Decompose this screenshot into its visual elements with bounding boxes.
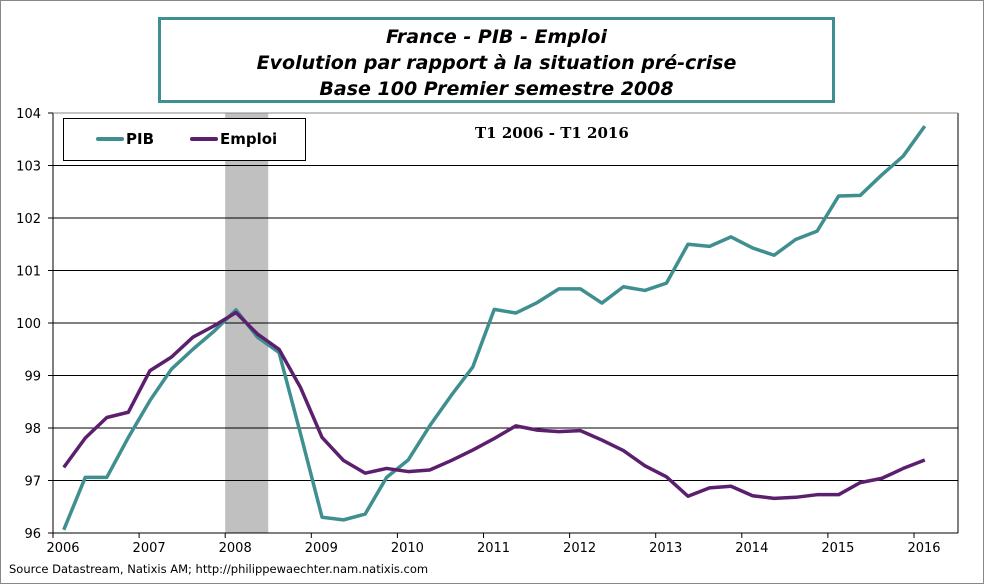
x-tick-label: 2015 [821,541,854,556]
y-tick-label: 97 [24,475,41,490]
y-tick-label: 96 [24,527,41,542]
x-tick-label: 2016 [907,541,940,556]
x-tick-label: 2007 [133,541,166,556]
x-tick-label: 2009 [305,541,338,556]
y-tick-label: 104 [16,107,41,122]
x-tick-label: 2013 [649,541,682,556]
legend-label-pib: PIB [126,130,155,148]
legend: PIB Emploi [63,118,306,161]
legend-item-pib: PIB [96,130,154,148]
legend-swatch-pib [96,137,124,141]
title-line-2: Evolution par rapport à la situation pré… [256,52,737,74]
series-line-emploi [62,310,926,501]
y-tick-label: 103 [16,160,41,175]
y-tick-label: 102 [16,212,41,227]
x-tick-label: 2006 [46,541,79,556]
y-tick-label: 99 [24,370,41,385]
chart-title: France - PIB - Emploi Evolution par rapp… [158,17,835,103]
x-tick-label: 2012 [563,541,596,556]
y-tick-label: 100 [16,317,41,332]
x-tick-label: 2014 [735,541,768,556]
legend-item-emploi: Emploi [190,130,277,148]
x-tick-label: 2011 [477,541,510,556]
legend-label-emploi: Emploi [220,130,278,148]
y-tick-label: 101 [16,265,41,280]
title-line-3: Base 100 Premier semestre 2008 [319,78,674,100]
title-line-1: France - PIB - Emploi [386,26,607,48]
series-line-pib [62,125,927,531]
x-tick-label: 2010 [391,541,424,556]
legend-swatch-emploi [190,137,218,141]
source-note: Source Datastream, Natixis AM; http://ph… [9,562,429,576]
x-tick-label: 2008 [219,541,252,556]
period-annotation: T1 2006 - T1 2016 [475,124,629,142]
y-tick-label: 98 [24,422,41,437]
